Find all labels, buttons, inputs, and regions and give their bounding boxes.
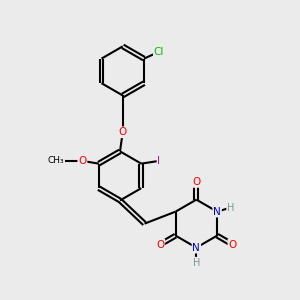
Text: N: N bbox=[193, 243, 200, 253]
Text: I: I bbox=[158, 156, 160, 166]
Text: O: O bbox=[118, 127, 127, 137]
Text: O: O bbox=[78, 156, 86, 166]
Text: CH₃: CH₃ bbox=[47, 156, 64, 165]
Text: O: O bbox=[156, 239, 164, 250]
Text: N: N bbox=[213, 207, 221, 217]
Text: H: H bbox=[227, 202, 235, 212]
Text: H: H bbox=[193, 258, 200, 268]
Text: O: O bbox=[192, 177, 200, 187]
Text: O: O bbox=[228, 239, 237, 250]
Text: Cl: Cl bbox=[154, 47, 164, 57]
